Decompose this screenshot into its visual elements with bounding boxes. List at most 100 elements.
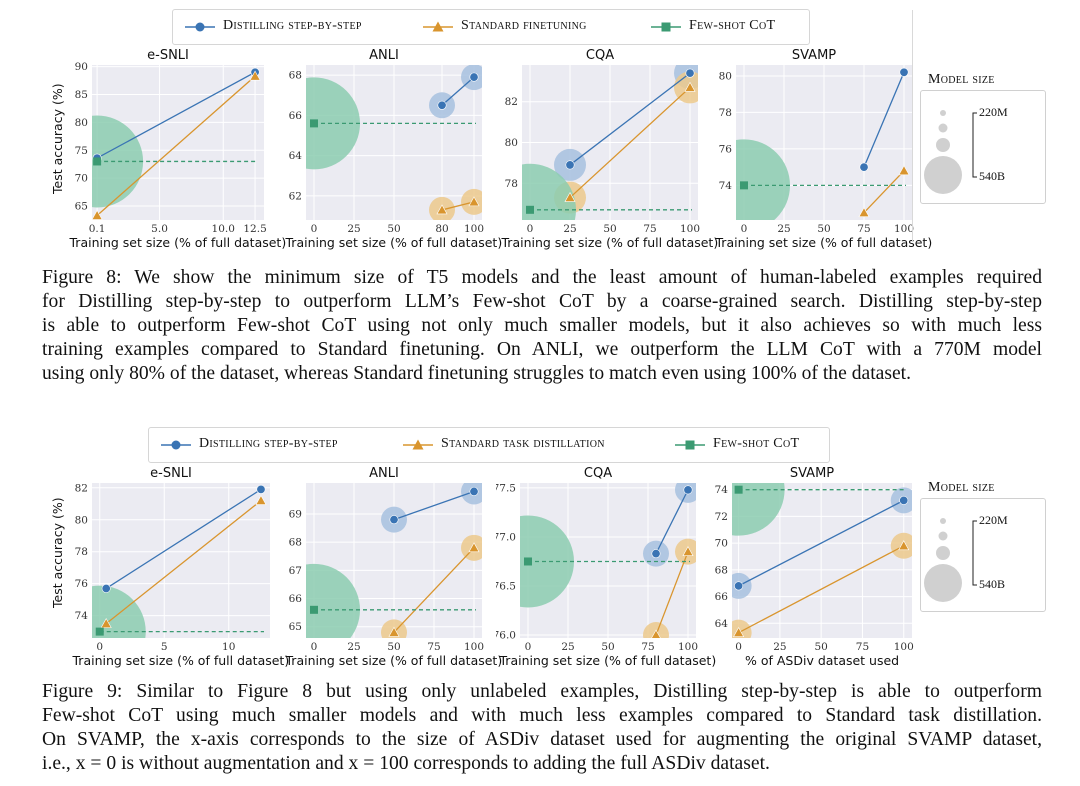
x-tick-label: 80 (435, 223, 448, 235)
y-tick-label: 78 (719, 107, 732, 119)
fewshot-data-point (524, 557, 532, 566)
distill-data-point (683, 485, 693, 495)
standard-data-point (468, 196, 480, 207)
square-marker-icon (651, 22, 681, 32)
circle-marker-icon (185, 22, 215, 32)
divider (912, 10, 913, 242)
x-tick-label: 0 (525, 641, 532, 653)
x-tick-label: 50 (387, 641, 400, 653)
model-size-box: 220M 540B (920, 90, 1046, 204)
standard-data-point (468, 542, 480, 553)
fewshot-size-bubble (92, 115, 144, 208)
model-size-title: Model size (928, 72, 995, 87)
y-tick-label: 65 (289, 621, 302, 633)
model-size-legend: Model size 220M 540B (912, 10, 1072, 250)
x-axis-label: Training set size (% of full dataset) (72, 653, 290, 668)
x-tick-label: 75 (857, 223, 870, 235)
y-tick-label: 90 (75, 61, 88, 73)
distill-series-line (393, 490, 475, 521)
distill-data-point (651, 549, 661, 559)
x-tick-label: 100 (894, 641, 914, 653)
distill-series-line (738, 499, 905, 587)
y-tick-label: 82 (75, 482, 88, 494)
standard-series-line (655, 551, 689, 636)
standard-series-line (105, 500, 262, 625)
size-small-label: 220M (979, 513, 1008, 527)
caption-line: using only 80% of the dataset, whereas S… (42, 363, 911, 384)
y-tick-label: 67 (289, 565, 302, 577)
x-tick-label: 50 (387, 223, 400, 235)
x-tick-label: 0 (741, 223, 748, 235)
y-tick-label: 85 (75, 89, 88, 101)
x-tick-label: 25 (777, 223, 790, 235)
x-tick-label: 0 (527, 223, 534, 235)
distill-data-point (101, 583, 111, 593)
distill-data-point (389, 515, 399, 525)
fewshot-size-bubble (306, 563, 360, 638)
fewshot-size-bubble (732, 483, 785, 536)
fewshot-data-point (740, 181, 748, 190)
fewshot-size-bubble (306, 77, 360, 170)
circle-marker-icon (161, 440, 191, 450)
y-tick-label: 64 (289, 150, 303, 162)
x-tick-label: 100 (464, 223, 484, 235)
x-tick-label: 50 (601, 641, 614, 653)
distill-data-point (899, 495, 909, 505)
y-tick-label: 76.0 (496, 630, 516, 642)
size-scale-icon (924, 110, 977, 194)
distill-data-point (469, 486, 479, 496)
y-tick-label: 77.5 (496, 482, 516, 494)
y-axis-label: Test accuracy (%) (50, 497, 65, 608)
fewshot-data-point (93, 157, 102, 166)
chart-svg: 0 25 50 75 100 74 76 78 80 (719, 65, 914, 235)
x-axis-label: Training set size (% of full dataset) (285, 235, 503, 250)
x-tick-label: 25 (773, 641, 786, 653)
standard-series-line (863, 170, 905, 214)
distill-series-line (105, 488, 262, 590)
standard-size-bubble (674, 71, 698, 104)
y-tick-label: 66 (289, 593, 303, 605)
distill-series-line (655, 489, 689, 554)
x-tick-label: 50 (817, 223, 830, 235)
x-axis-label: % of ASDiv dataset used (745, 653, 900, 668)
size-small-label: 220M (979, 105, 1008, 119)
model-size-legend: Model size 220M 540B (912, 418, 1072, 658)
legend: Distilling step-by-step Standard task di… (148, 427, 830, 463)
x-tick-label: 100 (894, 223, 914, 235)
x-tick-label: 25 (347, 223, 360, 235)
triangle-marker-icon (403, 439, 433, 450)
distill-data-point (469, 72, 479, 82)
x-axis-label: Training set size (% of full dataset) (715, 235, 933, 250)
standard-data-point (255, 494, 267, 505)
x-tick-label: 12.5 (243, 223, 266, 235)
standard-data-point (898, 540, 910, 551)
legend-label: Distilling step-by-step (223, 18, 362, 33)
figure-8: Distilling step-by-step Standard finetun… (0, 0, 1080, 262)
distill-data-point (437, 100, 447, 110)
y-tick-label: 62 (289, 190, 302, 202)
chart-svg: 0 5 10 74 76 78 80 82 (75, 482, 270, 653)
x-tick-label: 5.0 (151, 223, 168, 235)
y-tick-label: 68 (289, 70, 302, 82)
x-tick-label: 0 (311, 641, 318, 653)
caption-line: i.e., x = 0 is without augmentation and … (42, 753, 770, 774)
standard-data-point (92, 209, 103, 220)
panel-title: e-SNLI (150, 466, 192, 481)
panel-title: ANLI (369, 48, 399, 63)
fewshot-data-point (310, 605, 318, 614)
distill-series-line (96, 71, 256, 159)
y-tick-label: 82 (505, 96, 518, 108)
y-tick-label: 66 (715, 591, 729, 603)
caption-line: Few-shot CoT using much smaller models a… (42, 705, 1042, 726)
distill-data-point (685, 68, 695, 78)
standard-data-point (733, 627, 745, 637)
standard-data-point (651, 629, 661, 638)
x-tick-label: 10.0 (212, 223, 235, 235)
panel-title: CQA (583, 466, 613, 481)
legend-label: Standard finetuning (461, 18, 587, 33)
x-tick-label: 75 (427, 641, 440, 653)
fewshot-size-bubble (520, 515, 574, 608)
distill-data-point (565, 160, 575, 170)
panel-title: CQA (585, 48, 615, 63)
panel-title: SVAMP (789, 466, 835, 481)
